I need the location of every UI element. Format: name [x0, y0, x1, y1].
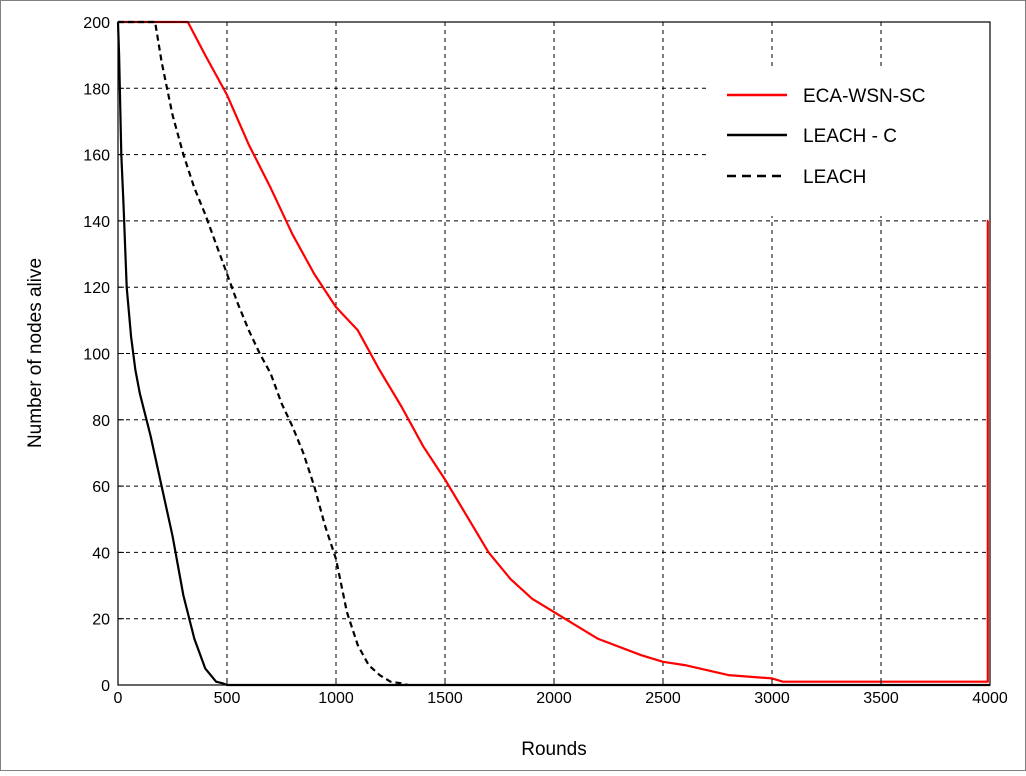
y-axis-ticks: 0 20 40 60 80 100 120 140 160 180 200: [83, 15, 124, 695]
y-tick-label: 0: [101, 678, 110, 695]
y-tick-label: 80: [92, 413, 110, 430]
y-tick-label: 60: [92, 479, 110, 496]
x-tick-label: 0: [114, 690, 123, 707]
x-tick-label: 3000: [754, 690, 790, 707]
x-tick-label: 500: [214, 690, 241, 707]
y-tick-label: 20: [92, 612, 110, 629]
legend-label-leach-c: LEACH - C: [803, 126, 897, 147]
y-tick-label: 40: [92, 545, 110, 562]
x-tick-label: 1500: [427, 690, 463, 707]
y-tick-label: 160: [83, 148, 110, 165]
x-tick-label: 1000: [318, 690, 354, 707]
y-tick-label: 120: [83, 280, 110, 297]
x-tick-label: 4000: [972, 690, 1008, 707]
legend: ECA-WSN-SC LEACH - C LEACH: [706, 68, 986, 216]
y-tick-label: 180: [83, 81, 110, 98]
legend-box: [706, 68, 986, 216]
y-tick-label: 140: [83, 214, 110, 231]
legend-label-leach: LEACH: [803, 167, 866, 188]
x-tick-label: 2000: [536, 690, 572, 707]
y-tick-label: 100: [83, 347, 110, 364]
legend-label-eca-wsn-sc: ECA-WSN-SC: [803, 86, 925, 107]
y-tick-label: 200: [83, 15, 110, 32]
series-line-eca-wsn-sc: [118, 20, 989, 683]
x-axis-label: Rounds: [521, 739, 587, 760]
x-axis-ticks: 0 500 1000 1500 2000 2500 3000 3500 4000: [114, 679, 1008, 707]
grid: [118, 22, 990, 685]
series-line-leach: [118, 20, 409, 687]
x-tick-label: 2500: [645, 690, 681, 707]
x-tick-label: 3500: [863, 690, 899, 707]
y-axis-label: Number of nodes alive: [25, 258, 46, 448]
